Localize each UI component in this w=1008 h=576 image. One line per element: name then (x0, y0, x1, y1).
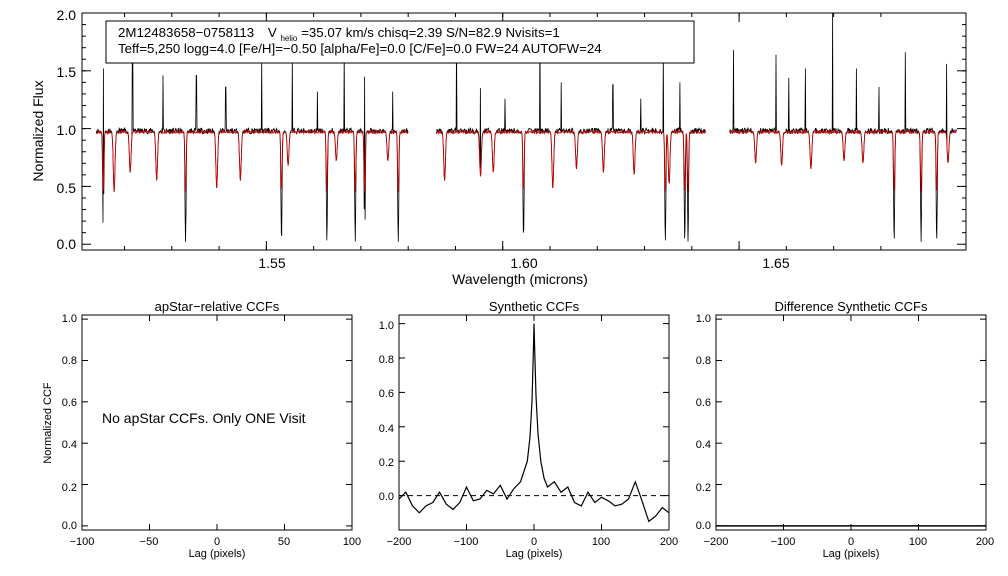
ccf-x-axis-label: Lag (pixels) (189, 548, 246, 560)
ccf-y-axis-label: Normalized CCF (42, 382, 54, 464)
v-symbol: V (268, 25, 277, 40)
ccf-ytick-label: 0.2 (696, 482, 711, 494)
spectrum-xtick-label: 1.55 (258, 255, 285, 271)
info-line-2: Teff=5,250 logg=4.0 [Fe/H]=−0.50 [alpha/… (118, 41, 602, 56)
star-id: 2M12483658−0758113 (118, 25, 254, 40)
ccf-xtick-label: 0 (214, 536, 220, 548)
spectrum-ticks (82, 12, 966, 250)
synthetic-ccf-line (398, 323, 670, 523)
ccf-ticks (81, 315, 353, 530)
model-spectrum-line (436, 129, 706, 193)
ccf-ytick-label: 0.4 (696, 439, 711, 451)
model-spectrum-line (729, 129, 957, 193)
spectrum-ytick-label: 0.5 (57, 180, 77, 196)
ccf-ytick-label: 0.6 (696, 397, 711, 409)
ccf-ytick-label: 1.0 (696, 313, 711, 325)
ccf-ytick-label: 0.8 (379, 354, 394, 366)
info-line-1: 2M12483658−0758113 V helio =35.07 km/s c… (118, 25, 560, 44)
ccf-xtick-label: −100 (70, 536, 95, 548)
ccf-xtick-label: 200 (660, 536, 678, 548)
info-line-1-values: =35.07 km/s chisq=2.39 S/N=82.9 Nvisits=… (301, 25, 560, 40)
ccf-xtick-label: 50 (278, 536, 290, 548)
ccf-xtick-label: −200 (704, 536, 729, 548)
spectrum-panel: 1.55 1.60 1.65 0.0 0.5 1.0 1.5 2.0 Wavel… (30, 7, 967, 287)
ccf-panel-apstar: apStar−relative CCFs −100 −50 0 50 100 0… (42, 299, 361, 560)
ccf-ytick-label: 0.8 (62, 355, 77, 367)
ccf-panel-title: Synthetic CCFs (489, 299, 580, 314)
ccf-ticks (398, 315, 670, 530)
spectrum-x-axis-label: Wavelength (microns) (452, 271, 588, 287)
spectrum-ytick-label: 1.5 (57, 64, 77, 80)
ccf-xtick-label: −200 (387, 536, 412, 548)
ccf-xtick-label: −50 (140, 536, 159, 548)
model-spectrum-line (96, 129, 409, 193)
ccf-ytick-label: 0.6 (379, 388, 394, 400)
spectrum-frame (81, 12, 967, 251)
ccf-xtick-label: 0 (531, 536, 537, 548)
ccf-ytick-label: 1.0 (379, 320, 394, 332)
ccf-xtick-label: −100 (771, 536, 796, 548)
spectrum-data (95, 12, 957, 242)
ccf-xtick-label: 200 (976, 536, 994, 548)
ccf-xtick-label: 100 (592, 536, 610, 548)
spectrum-ytick-label: 0.0 (57, 236, 77, 252)
observed-spectrum-line (95, 49, 409, 242)
ccf-panel-title: apStar−relative CCFs (155, 299, 280, 314)
ccf-ytick-label: 0.2 (379, 457, 394, 469)
v-subscript: helio (280, 34, 297, 43)
no-ccf-message: No apStar CCFs. Only ONE Visit (102, 410, 306, 426)
ccf-ytick-label: 0.4 (62, 439, 77, 451)
info-box-frame (105, 20, 695, 64)
ccf-ytick-label: 0.0 (379, 491, 394, 503)
ccf-panel-difference: Difference Synthetic CCFs −200 −100 0 10… (696, 299, 994, 560)
ccf-ytick-label: 0.4 (379, 423, 394, 435)
ccf-panel-frame (715, 314, 987, 531)
ccf-xtick-label: −100 (454, 536, 479, 548)
ccf-xtick-label: 100 (909, 536, 927, 548)
ccf-ytick-label: 1.0 (62, 313, 77, 325)
ccf-ytick-label: 0.0 (696, 520, 711, 532)
info-box: 2M12483658−0758113 V helio =35.07 km/s c… (105, 20, 695, 64)
ccf-panel-synthetic: Synthetic CCFs −200 −100 0 100 200 0.0 0… (379, 299, 678, 560)
ccf-ytick-label: 0.8 (696, 355, 711, 367)
synthetic-ccf-data (398, 323, 670, 523)
ccf-panel-title: Difference Synthetic CCFs (775, 299, 928, 314)
ccf-ytick-label: 0.2 (62, 482, 77, 494)
ccf-x-axis-label: Lag (pixels) (506, 548, 563, 560)
spectrum-ytick-label: 2.0 (57, 7, 77, 23)
ccf-ytick-label: 0.6 (62, 397, 77, 409)
spectrum-y-axis-label: Normalized Flux (30, 80, 46, 181)
spectrum-ytick-label: 1.0 (57, 122, 77, 138)
ccf-x-axis-label: Lag (pixels) (823, 548, 880, 560)
spectrum-xtick-label: 1.65 (762, 255, 789, 271)
ccf-ytick-label: 0.0 (62, 520, 77, 532)
ccf-xtick-label: 100 (343, 536, 361, 548)
spectrum-xtick-label: 1.60 (510, 255, 537, 271)
ccf-xtick-label: 0 (848, 536, 854, 548)
observed-spectrum-line (729, 12, 957, 242)
ccf-ticks (715, 315, 987, 530)
